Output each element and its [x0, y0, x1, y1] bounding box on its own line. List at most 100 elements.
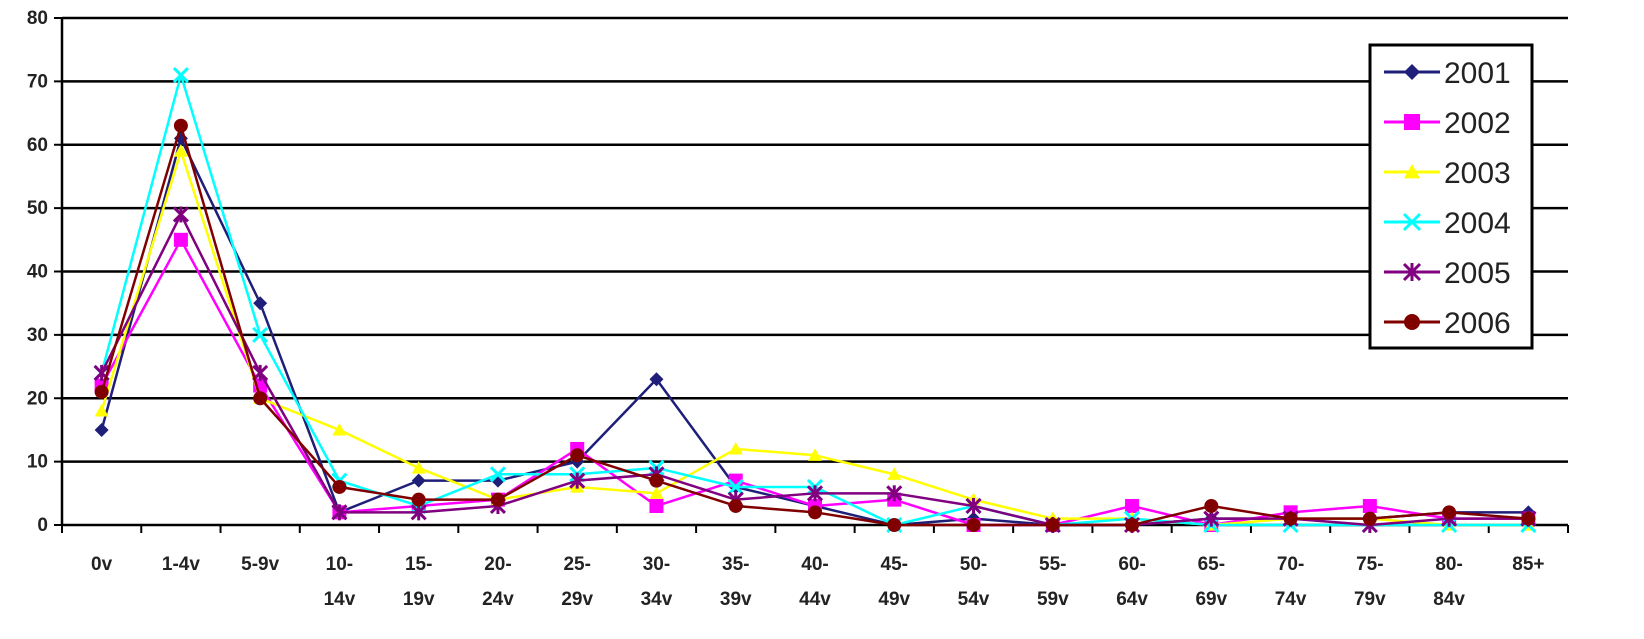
y-tick-label: 30	[27, 325, 48, 346]
x-tick-label: 50-	[960, 554, 987, 575]
data-point-2002-7	[649, 498, 664, 513]
data-point-2006-18	[1521, 511, 1536, 526]
data-point-2002-16	[1362, 498, 1377, 513]
x-tick-label: 25-	[563, 554, 590, 575]
x-tick-label: 60-	[1118, 554, 1145, 575]
data-point-2006-7	[649, 473, 664, 488]
series-line-2002	[100, 238, 1529, 527]
data-point-2006-0	[94, 384, 109, 399]
legend-label-2004: 2004	[1444, 207, 1511, 240]
data-point-2006-4	[411, 492, 426, 507]
series-2006	[94, 118, 1536, 532]
data-point-2001-2	[253, 296, 268, 311]
y-tick-label: 40	[27, 262, 48, 283]
y-tick-label: 80	[27, 8, 48, 29]
x-tick-label: 54v	[958, 589, 990, 610]
data-point-2005-11	[965, 497, 982, 515]
legend-label-2005: 2005	[1444, 257, 1511, 290]
x-tick-label: 20-	[484, 554, 511, 575]
x-tick-label: 1-4v	[162, 554, 200, 575]
data-point-2003-10	[887, 467, 902, 480]
legend-box	[1368, 43, 1534, 350]
y-tick-label: 60	[27, 135, 48, 156]
data-point-2006-1	[173, 118, 188, 133]
data-point-2005-14	[1203, 510, 1220, 527]
data-point-2005-1	[172, 206, 189, 223]
data-point-2001-4	[411, 473, 426, 488]
data-point-2006-8	[728, 498, 743, 513]
data-point-2006-2	[253, 391, 268, 406]
x-tick-label: 79v	[1354, 589, 1386, 610]
series-line-2001	[100, 137, 1529, 527]
series-2005	[93, 206, 1537, 534]
data-point-2006-15	[1283, 511, 1298, 526]
data-point-2006-11	[966, 518, 981, 532]
data-point-2006-13	[1125, 518, 1140, 532]
data-point-2006-10	[887, 518, 902, 532]
x-tick-label: 59v	[1037, 589, 1069, 610]
data-point-2003-7	[649, 486, 664, 499]
y-tick-label: 70	[27, 71, 48, 92]
data-point-2003-3	[332, 422, 347, 436]
legend-label-2003: 2003	[1444, 157, 1511, 190]
data-point-2001-7	[649, 372, 664, 387]
x-tick-label: 45-	[881, 554, 908, 575]
data-point-2004-1	[172, 66, 189, 84]
data-point-2003-9	[808, 448, 822, 461]
x-tick-label: 0v	[91, 554, 113, 575]
x-tick-label: 74v	[1275, 589, 1307, 610]
x-tick-label: 14v	[324, 589, 356, 610]
data-point-2004-2	[252, 326, 269, 343]
x-tick-label: 34v	[641, 589, 673, 610]
x-tick-label: 49v	[878, 589, 910, 610]
x-tick-label: 5-9v	[241, 554, 279, 575]
x-tick-label: 39v	[720, 589, 752, 610]
data-point-2005-2	[252, 364, 269, 381]
y-tick-label: 0	[37, 515, 48, 536]
legend-marker-2001	[1404, 64, 1420, 80]
data-point-2005-10	[886, 485, 903, 502]
data-point-2002-1	[173, 232, 188, 247]
legend-label-2001: 2001	[1444, 57, 1511, 90]
data-point-2003-4	[411, 460, 426, 474]
legend-marker-2005	[1402, 262, 1422, 282]
series-line-2006	[100, 124, 1529, 527]
y-tick-label: 20	[27, 388, 48, 409]
x-tick-label: 10-	[326, 554, 353, 575]
data-point-2005-3	[331, 504, 348, 521]
x-tick-label: 70-	[1277, 554, 1304, 575]
legend-marker-2003	[1404, 164, 1420, 179]
data-point-2001-0	[94, 422, 109, 437]
data-point-2003-0	[94, 403, 109, 417]
data-point-2006-12	[1045, 518, 1060, 532]
data-point-2005-4	[410, 504, 427, 521]
legend-marker-2006	[1404, 314, 1420, 330]
x-tick-label: 85+	[1512, 554, 1544, 575]
data-point-2006-3	[332, 479, 347, 494]
y-tick-label: 10	[27, 452, 48, 473]
x-tick-label: 15-	[405, 554, 432, 575]
x-tick-label: 19v	[403, 589, 435, 610]
y-tick-label: 50	[27, 198, 48, 219]
x-tick-label: 30-	[643, 554, 670, 575]
x-tick-label: 40-	[801, 554, 828, 575]
data-point-2006-17	[1442, 505, 1457, 520]
data-point-2006-14	[1204, 498, 1219, 513]
x-tick-label: 64v	[1116, 589, 1148, 610]
x-tick-label: 75-	[1356, 554, 1383, 575]
data-point-2005-9	[806, 485, 824, 502]
legend-marker-2002	[1404, 114, 1420, 130]
data-point-2006-5	[490, 492, 505, 507]
series-2003	[94, 144, 1536, 531]
x-tick-label: 44v	[799, 589, 831, 610]
x-tick-label: 69v	[1195, 589, 1227, 610]
data-point-2006-6	[570, 448, 585, 463]
data-point-2002-13	[1125, 498, 1140, 513]
x-tick-label: 24v	[482, 589, 514, 610]
x-tick-label: 29v	[561, 589, 593, 610]
legend: 2001 2002 2003 2004 2005 2006	[1368, 43, 1534, 350]
legend-label-2006: 2006	[1444, 307, 1511, 340]
data-point-2004-5	[489, 466, 507, 483]
x-tick-label: 65-	[1198, 554, 1225, 575]
